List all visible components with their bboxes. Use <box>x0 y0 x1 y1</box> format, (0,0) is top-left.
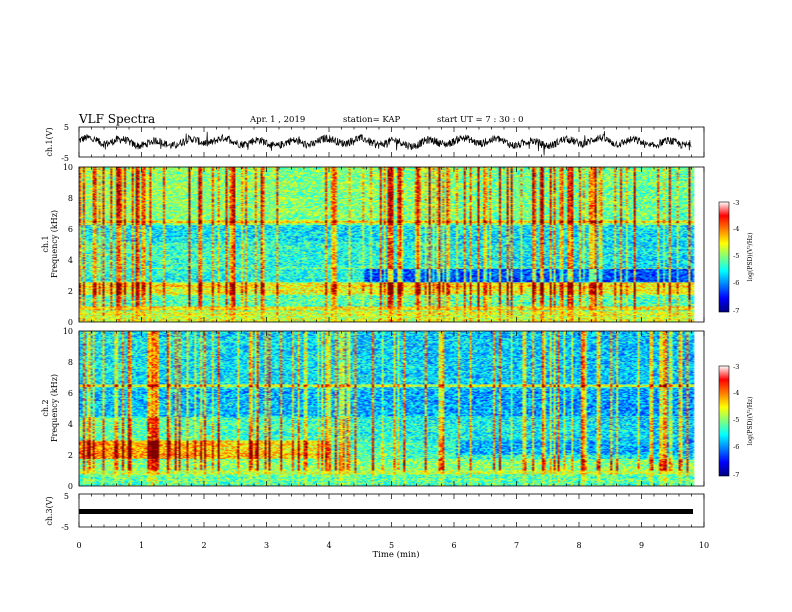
ch2-ytick-8: 8 <box>68 358 73 367</box>
ch1-ytick-bottom: -5 <box>61 154 69 163</box>
ch1-spec-ylabel-line2: Frequency (kHz) <box>50 210 59 278</box>
ch1-ylabel: ch.1(V) <box>45 127 54 156</box>
station-label: station= KAP <box>343 115 401 125</box>
ch1-ytick-2: 2 <box>68 287 73 296</box>
ch1-spectrogram-image <box>79 167 704 322</box>
ch2-cbar-tick-4: -4 <box>733 389 739 397</box>
ch2-spec-ylabel-line1: ch.2 <box>41 399 50 416</box>
ch1-cbar-tick-7: -7 <box>733 307 739 315</box>
ch2-cbar-tick-5: -5 <box>733 416 739 424</box>
ch2-cbar-tick-7: -7 <box>733 471 739 479</box>
ch1-cbar-tick-4: -4 <box>733 225 739 233</box>
ch1-waveform-line <box>79 131 692 156</box>
ch3-xticks <box>78 494 705 527</box>
ch1-ytick-0: 0 <box>68 318 73 327</box>
time-tick-label-1: 1 <box>139 541 144 550</box>
time-axis-tick-labels: 0 1 2 3 4 5 6 7 8 9 10 <box>76 541 709 550</box>
ch2-spec-yticks: 0 2 4 6 8 10 <box>63 327 73 491</box>
panel-ch1-spectrogram: 0 2 4 6 8 10 ch.1Frequency (kHz) -3 -4 -… <box>41 163 754 327</box>
ch2-cbar-tick-6: -6 <box>733 443 739 451</box>
start-time-label: start UT = 7 : 30 : 0 <box>437 115 524 125</box>
ch1-ytick-8: 8 <box>68 194 73 203</box>
ch2-colorbar: -3 -4 -5 -6 -7 log(PSD)(V²/Hz) <box>718 363 754 479</box>
time-tick-label-2: 2 <box>201 541 206 550</box>
ch1-ytick-4: 4 <box>68 256 73 265</box>
ch3-ytick-top: 5 <box>64 492 69 501</box>
ch1-spec-yticks: 0 2 4 6 8 10 <box>63 163 73 327</box>
time-tick-label-5: 5 <box>389 541 394 550</box>
ch1-spec-ylabel: ch.1Frequency (kHz) <box>41 210 59 278</box>
panel-ch2-spectrogram: 0 2 4 6 8 10 ch.2Frequency (kHz) -3 -4 -… <box>41 327 754 491</box>
ch2-ytick-6: 6 <box>68 389 73 398</box>
ch1-cbar-tick-3: -3 <box>733 199 739 207</box>
ch1-ytick-6: 6 <box>68 225 73 234</box>
ch1-colorbar-gradient <box>718 201 730 313</box>
ch1-spec-xticks <box>78 167 705 322</box>
time-axis-label: Time (min) <box>372 549 419 560</box>
ch3-flat-trace <box>79 509 693 514</box>
ch2-ytick-0: 0 <box>68 482 73 491</box>
ch2-colorbar-gradient <box>718 365 730 477</box>
ch1-colorbar-label: log(PSD)(V²/Hz) <box>747 233 754 282</box>
ch2-colorbar-label: log(PSD)(V²/Hz) <box>747 397 754 446</box>
ch2-ytick-10: 10 <box>63 327 73 336</box>
figure-title: VLF Spectra <box>78 112 155 126</box>
ch2-spec-ylabel: ch.2Frequency (kHz) <box>41 374 59 442</box>
panel-ch1-waveform: 5 -5 ch.1(V) <box>45 123 705 163</box>
time-tick-label-3: 3 <box>264 541 269 550</box>
ch2-ytick-2: 2 <box>68 451 73 460</box>
ch3-ylabel: ch.3(V) <box>45 496 54 525</box>
date-label: Apr. 1 , 2019 <box>249 115 305 125</box>
ch1-spec-ylabel-line1: ch.1 <box>41 235 50 252</box>
ch2-cbar-tick-3: -3 <box>733 363 739 371</box>
time-tick-label-9: 9 <box>639 541 644 550</box>
ch2-spectrogram-image <box>79 331 704 486</box>
ch1-ytick-10: 10 <box>63 163 73 172</box>
ch1-colorbar: -3 -4 -5 -6 -7 log(PSD)(V²/Hz) <box>718 199 754 315</box>
ch1-ytick-top: 5 <box>64 123 69 132</box>
panel-ch3-waveform: 5 -5 ch.3(V) 0 1 2 3 4 5 6 7 8 9 10 Time (min) <box>45 492 709 560</box>
ch1-cbar-tick-5: -5 <box>733 252 739 260</box>
ch1-cbar-tick-6: -6 <box>733 279 739 287</box>
ch2-ytick-4: 4 <box>68 420 73 429</box>
ch3-ytick-bottom: -5 <box>61 523 69 532</box>
time-tick-label-10: 10 <box>699 541 709 550</box>
time-tick-label-0: 0 <box>76 541 81 550</box>
time-tick-label-8: 8 <box>576 541 581 550</box>
time-tick-label-6: 6 <box>451 541 456 550</box>
ch1-xticks <box>78 127 705 157</box>
time-tick-label-7: 7 <box>514 541 519 550</box>
time-tick-label-4: 4 <box>326 541 331 550</box>
ch2-spec-xticks <box>78 331 705 486</box>
ch2-spec-ylabel-line2: Frequency (kHz) <box>50 374 59 442</box>
